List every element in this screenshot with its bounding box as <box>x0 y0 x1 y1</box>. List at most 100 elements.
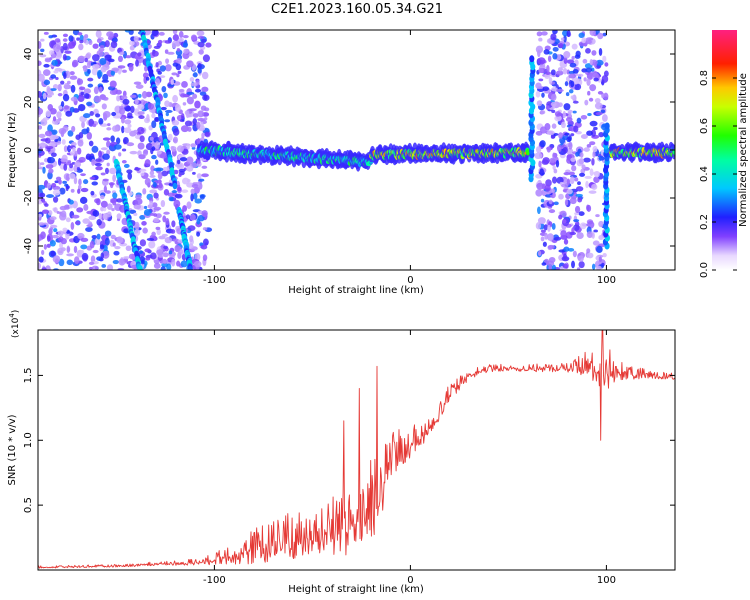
spectrogram-cell <box>95 113 101 118</box>
spectrogram-cell <box>110 41 118 49</box>
spectrogram-cell <box>573 83 582 91</box>
spectrogram-cell <box>133 204 142 210</box>
spectrogram-cell <box>100 195 105 200</box>
spectrogram-cell <box>69 106 75 113</box>
spectrogram-cell <box>171 40 177 49</box>
spectrogram-cell <box>192 118 198 125</box>
spectrogram-cell <box>551 123 557 129</box>
spectrogram-cell <box>542 86 550 92</box>
spectrogram-cell <box>138 154 146 160</box>
spectrogram-cell <box>164 100 170 108</box>
spectrogram-cell <box>172 30 178 35</box>
spectrogram-cell <box>155 159 159 165</box>
spectrogram-cell <box>142 227 148 234</box>
spectrogram-cell <box>114 246 121 250</box>
spectrogram-cell <box>577 255 584 262</box>
spectrogram-cell <box>149 200 154 207</box>
spectrogram-cell <box>60 101 65 108</box>
spectrogram-cell <box>551 93 557 101</box>
spectrogram-cell <box>172 94 179 103</box>
spectrogram-cell <box>593 176 600 183</box>
spectrogram-cell <box>82 65 88 72</box>
spectrogram-cell <box>573 219 580 223</box>
spectrogram-cell <box>598 234 604 240</box>
spectrogram-cell <box>544 184 551 192</box>
spectrogram-cell <box>551 176 557 184</box>
spectrogram-cell <box>175 63 182 71</box>
colorbar-tick-label: 0.2 <box>699 214 710 230</box>
spectrogram-cell <box>572 69 579 74</box>
spectrogram-cell <box>50 88 57 91</box>
snr-exponent-label: (x104) <box>8 310 21 338</box>
colorbar-ticks: 0.0 0.2 0.4 0.6 0.8 <box>699 70 737 278</box>
spectrogram-cell <box>598 220 604 228</box>
spectrogram-cell <box>537 57 546 65</box>
spectrogram-cell <box>562 67 568 75</box>
spectrogram-cell <box>558 193 564 200</box>
spectrogram-cell <box>546 130 555 136</box>
spectrogram-cell <box>585 39 592 45</box>
spectrogram-cell <box>537 217 546 225</box>
spectrogram-cell <box>156 249 164 256</box>
colorbar-tick-label: 0.4 <box>699 166 710 182</box>
spectrogram-cell <box>62 38 68 42</box>
spectrogram-cell <box>540 236 545 242</box>
spectrogram-cell <box>42 92 47 100</box>
spectrogram-cell <box>192 72 198 78</box>
spectrogram-cell <box>89 240 95 249</box>
spectrogram-cell <box>90 255 96 263</box>
spectrogram-cell <box>93 95 102 103</box>
spectrogram-cell <box>597 32 604 40</box>
spectrogram-cell <box>553 201 559 206</box>
spectrogram-cell <box>140 259 145 265</box>
spectrogram-cell <box>109 33 114 38</box>
spectrogram-cell <box>576 232 584 240</box>
spectrogram-cell <box>43 243 47 250</box>
spectrogram-cell <box>83 88 92 94</box>
spectrogram-cell <box>42 117 50 121</box>
spectrogram-cell <box>69 75 78 80</box>
spectrogram-cell <box>534 152 543 160</box>
spectrogram-cell <box>190 193 194 202</box>
snr-ticks: -100 0 100 0.5 1.0 1.5 <box>23 330 675 586</box>
spectrogram-cell <box>77 103 86 112</box>
spectrogram-cell <box>111 67 120 72</box>
spectrogram-panel: -100 0 100 -40 -20 0 20 40 Height of straight l… <box>7 29 676 296</box>
spectrogram-cell <box>540 31 548 36</box>
spectrogram-cell <box>134 221 140 230</box>
spectrogram-cell <box>151 113 156 119</box>
spectrogram-cell <box>93 86 99 95</box>
spectrogram-spike-cell <box>604 122 610 130</box>
spectrogram-cell <box>39 192 46 198</box>
spectrogram-cell <box>201 71 209 80</box>
spectrogram-cell <box>86 101 93 107</box>
spectrogram-cell <box>166 51 175 55</box>
spectrogram-cell <box>104 40 110 48</box>
spectrogram-cell <box>78 156 86 163</box>
spectrogram-cell <box>579 222 587 230</box>
spectrogram-cell <box>194 198 202 204</box>
spectrogram-cell <box>604 62 609 67</box>
spectrogram-cell <box>76 37 81 41</box>
spectrogram-cell <box>142 149 149 156</box>
spectrogram-cell <box>62 33 69 38</box>
spectrogram-cell <box>587 90 591 96</box>
spectrogram-cell <box>549 157 556 164</box>
spectrogram-cell <box>596 245 603 254</box>
spectrogram-cell <box>83 113 91 119</box>
spectrogram-cell <box>171 72 178 76</box>
spectrogram-cell <box>52 196 59 203</box>
spectrogram-cell <box>557 144 562 153</box>
spectrogram-cell <box>535 146 542 153</box>
spectrogram-cell <box>564 81 569 87</box>
spectrogram-cell <box>95 30 102 38</box>
spectrogram-cell <box>589 30 596 36</box>
spectrogram-cell <box>180 260 188 268</box>
spectrogram-cell <box>562 30 569 37</box>
spectrogram-cell <box>104 167 109 175</box>
spectrogram-cell <box>38 60 42 66</box>
spectrogram-cell <box>51 59 58 66</box>
spectrogram-cell <box>155 213 162 219</box>
spectrogram-cell <box>541 262 547 266</box>
spectrogram-cell <box>539 168 545 176</box>
